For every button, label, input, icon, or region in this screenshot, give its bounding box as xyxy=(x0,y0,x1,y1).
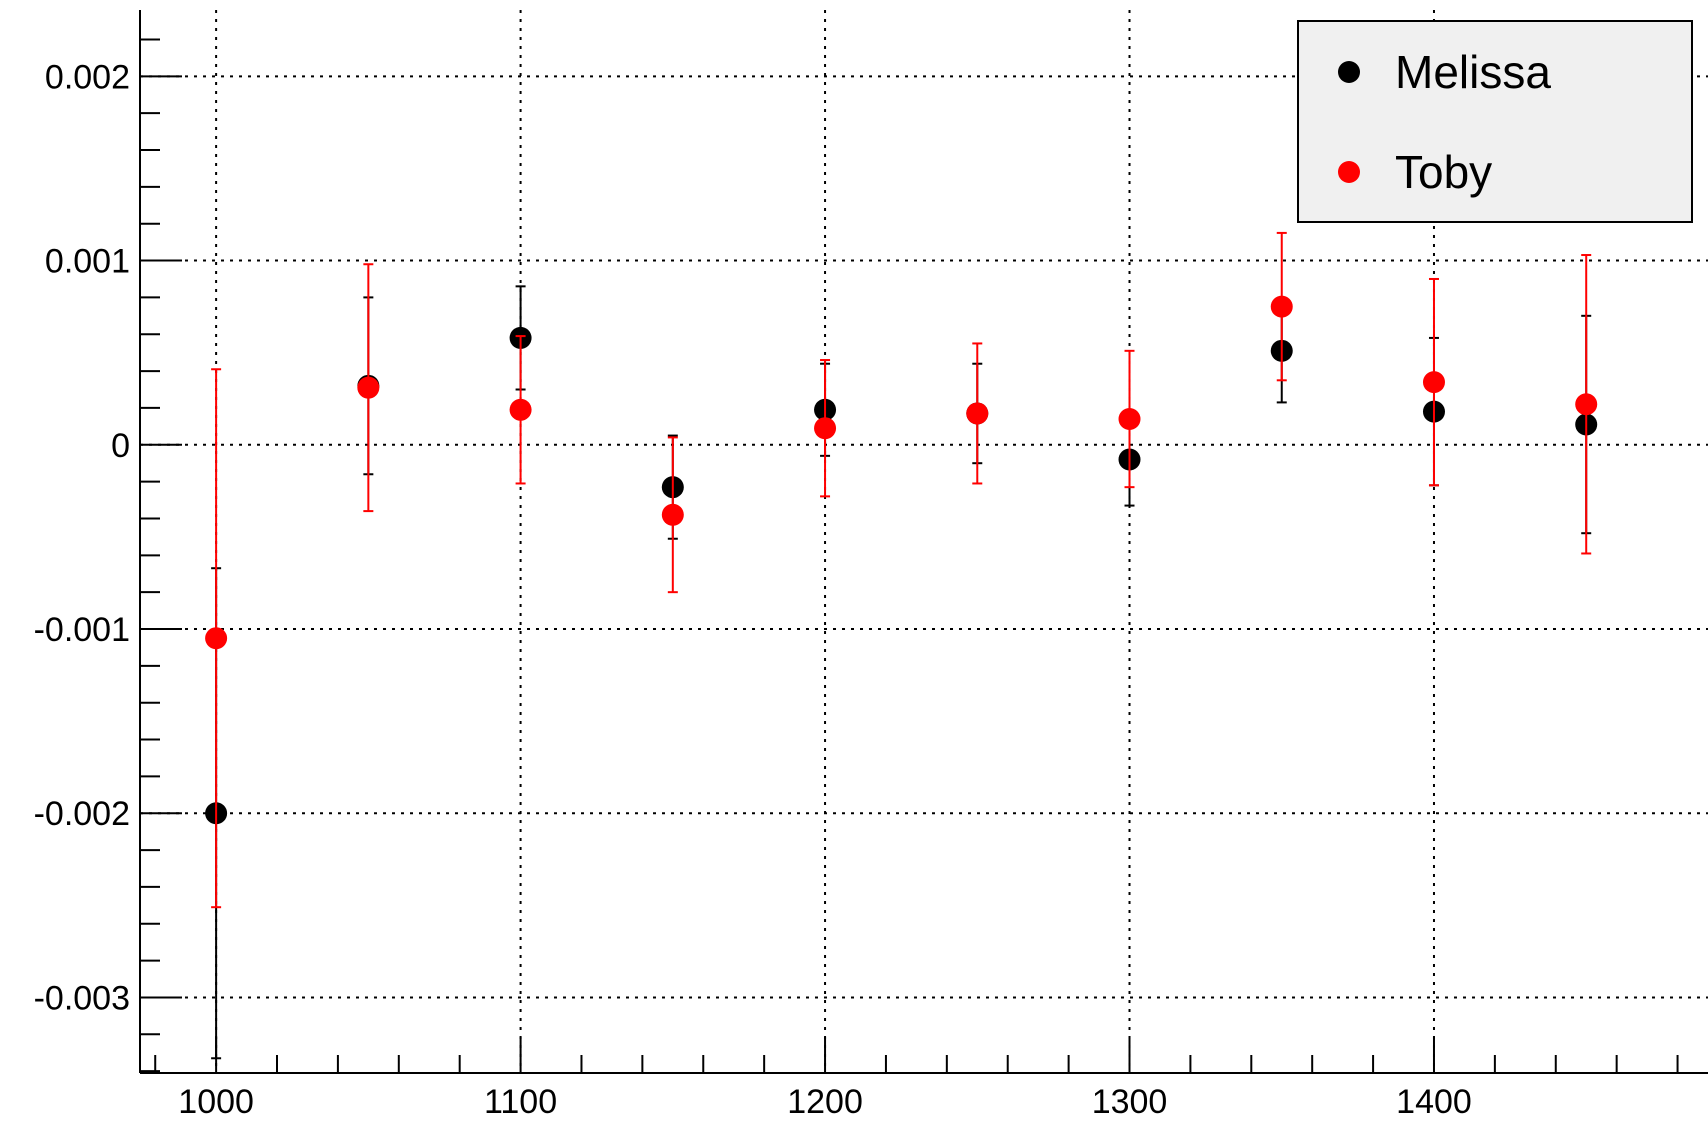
y-tick-labels: 0.002 0.001 0 -0.001 -0.002 -0.003 xyxy=(34,58,130,1017)
x-tick-label: 1300 xyxy=(1092,1083,1168,1121)
x-tick-labels: 1000 1100 1200 1300 1400 xyxy=(178,1083,1472,1121)
data-point xyxy=(205,627,228,650)
y-tick-label: -0.001 xyxy=(34,611,130,649)
tick-marks xyxy=(140,38,1679,1073)
data-point xyxy=(1575,393,1598,416)
data-point xyxy=(509,398,532,421)
data-points xyxy=(205,231,1598,1060)
y-tick-label: 0.001 xyxy=(45,243,130,281)
x-tick-label: 1000 xyxy=(178,1083,254,1121)
y-tick-label: 0 xyxy=(111,427,130,465)
data-point xyxy=(357,376,380,399)
y-tick-label: -0.002 xyxy=(34,795,130,833)
x-tick-label: 1100 xyxy=(484,1083,557,1121)
data-point xyxy=(814,417,837,440)
legend-marker-melissa xyxy=(1338,61,1360,83)
y-tick-label: 0.002 xyxy=(45,58,130,96)
x-tick-label: 1400 xyxy=(1396,1083,1472,1121)
series-toby xyxy=(205,231,1598,909)
legend: Melissa Toby xyxy=(1297,20,1693,223)
y-tick-label: -0.003 xyxy=(34,979,130,1017)
data-point xyxy=(966,402,989,425)
data-point xyxy=(1422,371,1445,394)
x-tick-label: 1200 xyxy=(787,1083,863,1121)
data-point xyxy=(1270,295,1293,318)
data-point xyxy=(1118,407,1141,430)
legend-marker-toby xyxy=(1338,161,1360,183)
legend-box xyxy=(1297,20,1693,223)
legend-label-melissa: Melissa xyxy=(1395,46,1551,98)
data-point xyxy=(661,503,684,526)
legend-label-toby: Toby xyxy=(1395,146,1492,198)
